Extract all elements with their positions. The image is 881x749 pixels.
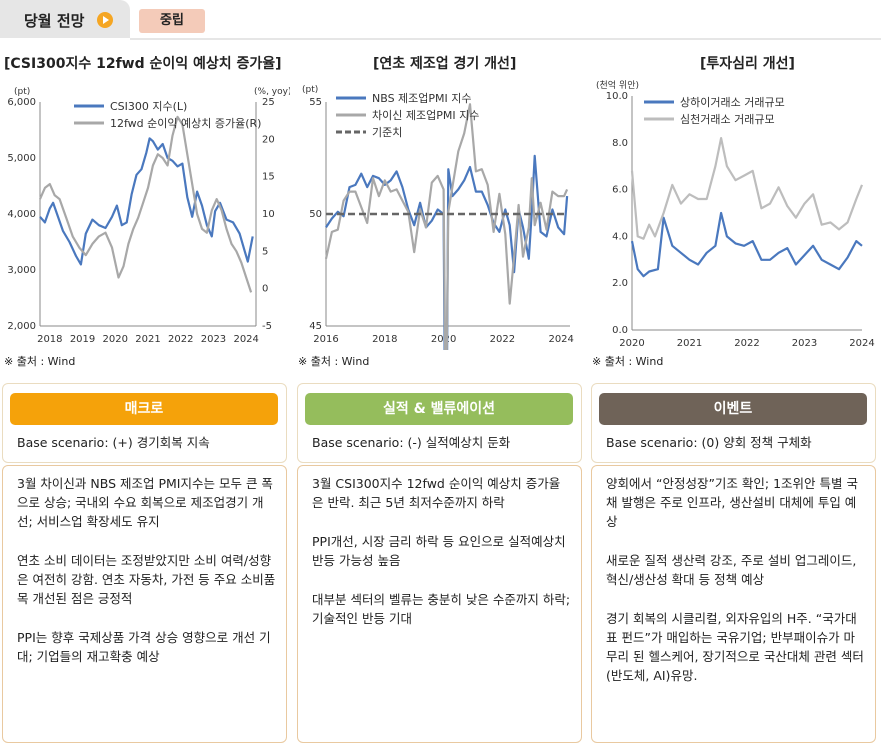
series-line xyxy=(630,136,864,240)
source-note-3: ※ 출처 : Wind xyxy=(592,355,664,368)
y2-tick-label: 0 xyxy=(262,284,268,295)
body-event: 양회에서 “안정성장”기조 확인; 1조위안 특별 국채 발행은 주로 인프라,… xyxy=(591,465,876,743)
x-tick-label: 2021 xyxy=(135,334,160,345)
x-tick-label: 2024 xyxy=(548,334,573,345)
y-tick-label: 5,000 xyxy=(7,153,36,164)
y-tick-label: 45 xyxy=(309,321,322,332)
y2-axis-unit: (%, yoy) xyxy=(254,87,290,97)
x-tick-label: 2023 xyxy=(201,334,226,345)
series-line xyxy=(630,211,863,278)
outlook-badge: 중립 xyxy=(139,9,205,33)
legend-label: 기준치 xyxy=(372,126,402,139)
y-tick-label: 55 xyxy=(309,97,322,108)
header-title: 당월 전망 xyxy=(24,12,85,30)
scenario-event: Base scenario: (0) 양회 정책 구체화 xyxy=(606,435,812,450)
column-macro: 매크로 Base scenario: (+) 경기회복 지속 xyxy=(2,383,287,463)
paragraph: 양회에서 “안정성장”기조 확인; 1조위안 특별 국채 발행은 주로 인프라,… xyxy=(606,476,858,529)
y-tick-label: 4,000 xyxy=(7,209,36,220)
y2-tick-label: 5 xyxy=(262,246,268,257)
chart-title-1: [CSI300지수 12fwd 순이익 예상치 증가율] xyxy=(4,56,282,72)
y-tick-label: 3,000 xyxy=(7,265,36,276)
body-macro: 3월 차이신과 NBS 제조업 PMI지수는 모두 큰 폭으로 상승; 국내외 … xyxy=(2,465,287,743)
y-tick-label: 4.0 xyxy=(612,231,628,242)
paragraph: 경기 회복의 시클리컬, 외자유입의 H주. “국가대표 펀드”가 매입하는 국… xyxy=(606,611,864,683)
legend-label: 12fwd 순이익 예상치 증가율(R) xyxy=(110,117,261,130)
column-header-macro: 매크로 xyxy=(10,393,278,425)
paragraph: 대부분 섹터의 벨류는 충분히 낮은 수준까지 하락; 기술적인 반등 기대 xyxy=(312,592,571,626)
column-header-event: 이벤트 xyxy=(599,393,867,425)
column-earnings: 실적 & 밸류에이션 Base scenario: (-) 실적예상치 둔화 xyxy=(297,383,582,463)
y-axis-unit: (천억 위안) xyxy=(596,80,639,91)
x-tick-label: 2022 xyxy=(734,338,759,349)
x-tick-label: 2022 xyxy=(168,334,193,345)
source-note-1: ※ 출처 : Wind xyxy=(4,355,76,368)
chart-turnover: 0.0 2.0 4.0 6.0 8.0 10.0(천억 위안) 2020 2021 2022 20… xyxy=(596,80,875,349)
legend-label: NBS 제조업PMI 지수 xyxy=(372,92,472,105)
paragraph: PPI개선, 시장 금리 하락 등 요인으로 실적예상치 반등 가능성 높음 xyxy=(312,534,566,568)
body-earnings: 3월 CSI300지수 12fwd 순이익 예상치 증가율은 반락. 최근 5년… xyxy=(297,465,582,743)
legend-label: 심천거래소 거래규모 xyxy=(680,112,775,126)
column-event: 이벤트 Base scenario: (0) 양회 정책 구체화 xyxy=(591,383,876,463)
x-tick-label: 2019 xyxy=(70,334,95,345)
scenario-earnings: Base scenario: (-) 실적예상치 둔화 xyxy=(312,435,511,450)
chart-title-2: [연초 제조업 경기 개선] xyxy=(373,56,517,72)
y-tick-label: 6,000 xyxy=(7,97,36,108)
y-tick-label: 50 xyxy=(309,209,322,220)
x-tick-label: 2024 xyxy=(233,334,258,345)
y-axis-unit: (pt) xyxy=(14,87,30,97)
x-tick-label: 2018 xyxy=(37,334,62,345)
paragraph: PPI는 향후 국제상품 가격 상승 영향으로 개선 기대; 기업들의 재고확충… xyxy=(17,630,271,664)
play-icon xyxy=(97,12,113,28)
chart-title-3: [투자심리 개선] xyxy=(700,56,795,72)
y2-tick-label: 10 xyxy=(262,209,275,220)
y-tick-label: 10.0 xyxy=(606,91,628,102)
x-tick-label: 2020 xyxy=(103,334,128,345)
y-tick-label: 0.0 xyxy=(612,325,628,336)
x-tick-label: 2022 xyxy=(490,334,515,345)
series-line xyxy=(324,103,569,350)
y2-tick-label: 25 xyxy=(262,97,275,108)
x-tick-label: 2020 xyxy=(619,338,644,349)
x-tick-label: 2021 xyxy=(677,338,702,349)
y2-tick-label: -5 xyxy=(262,321,272,332)
y-axis-unit: (pt) xyxy=(302,85,318,95)
header-divider xyxy=(130,38,881,40)
legend-label: 차이신 제조업PMI 지수 xyxy=(372,109,479,122)
series-line xyxy=(38,115,253,293)
paragraph: 3월 CSI300지수 12fwd 순이익 예상치 증가율은 반락. 최근 5년… xyxy=(312,476,561,510)
y-tick-label: 2,000 xyxy=(7,321,36,332)
legend-label: CSI300 지수(L) xyxy=(110,100,187,113)
column-header-earnings: 실적 & 밸류에이션 xyxy=(305,393,573,425)
x-tick-label: 2024 xyxy=(849,338,874,349)
chart-earnings: 2,0003,0004,0005,0006,000(pt)-5051015202… xyxy=(7,87,290,345)
y-tick-label: 2.0 xyxy=(612,278,628,289)
y-tick-label: 6.0 xyxy=(612,185,628,196)
paragraph: 연초 소비 데이터는 조정받았지만 소비 여력/성향은 여전히 강함. 연초 자… xyxy=(17,553,276,606)
x-tick-label: 2018 xyxy=(372,334,397,345)
scenario-macro: Base scenario: (+) 경기회복 지속 xyxy=(17,435,210,450)
series-line xyxy=(325,154,569,350)
y2-tick-label: 20 xyxy=(262,134,275,145)
header-tab: 당월 전망 xyxy=(0,0,130,38)
y-tick-label: 8.0 xyxy=(612,138,628,149)
legend-label: 상하이거래소 거래규모 xyxy=(680,95,785,109)
x-tick-label: 2023 xyxy=(792,338,817,349)
y2-tick-label: 15 xyxy=(262,172,275,183)
series-line xyxy=(39,137,254,266)
paragraph: 3월 차이신과 NBS 제조업 PMI지수는 모두 큰 폭으로 상승; 국내외 … xyxy=(17,476,273,529)
paragraph: 새로운 질적 생산력 강조, 주로 설비 업그레이드, 혁신/생산성 확대 등 … xyxy=(606,553,857,587)
source-note-2: ※ 출처 : Wind xyxy=(298,355,370,368)
x-tick-label: 2016 xyxy=(313,334,338,345)
